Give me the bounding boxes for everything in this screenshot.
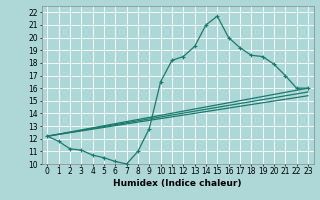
- X-axis label: Humidex (Indice chaleur): Humidex (Indice chaleur): [113, 179, 242, 188]
